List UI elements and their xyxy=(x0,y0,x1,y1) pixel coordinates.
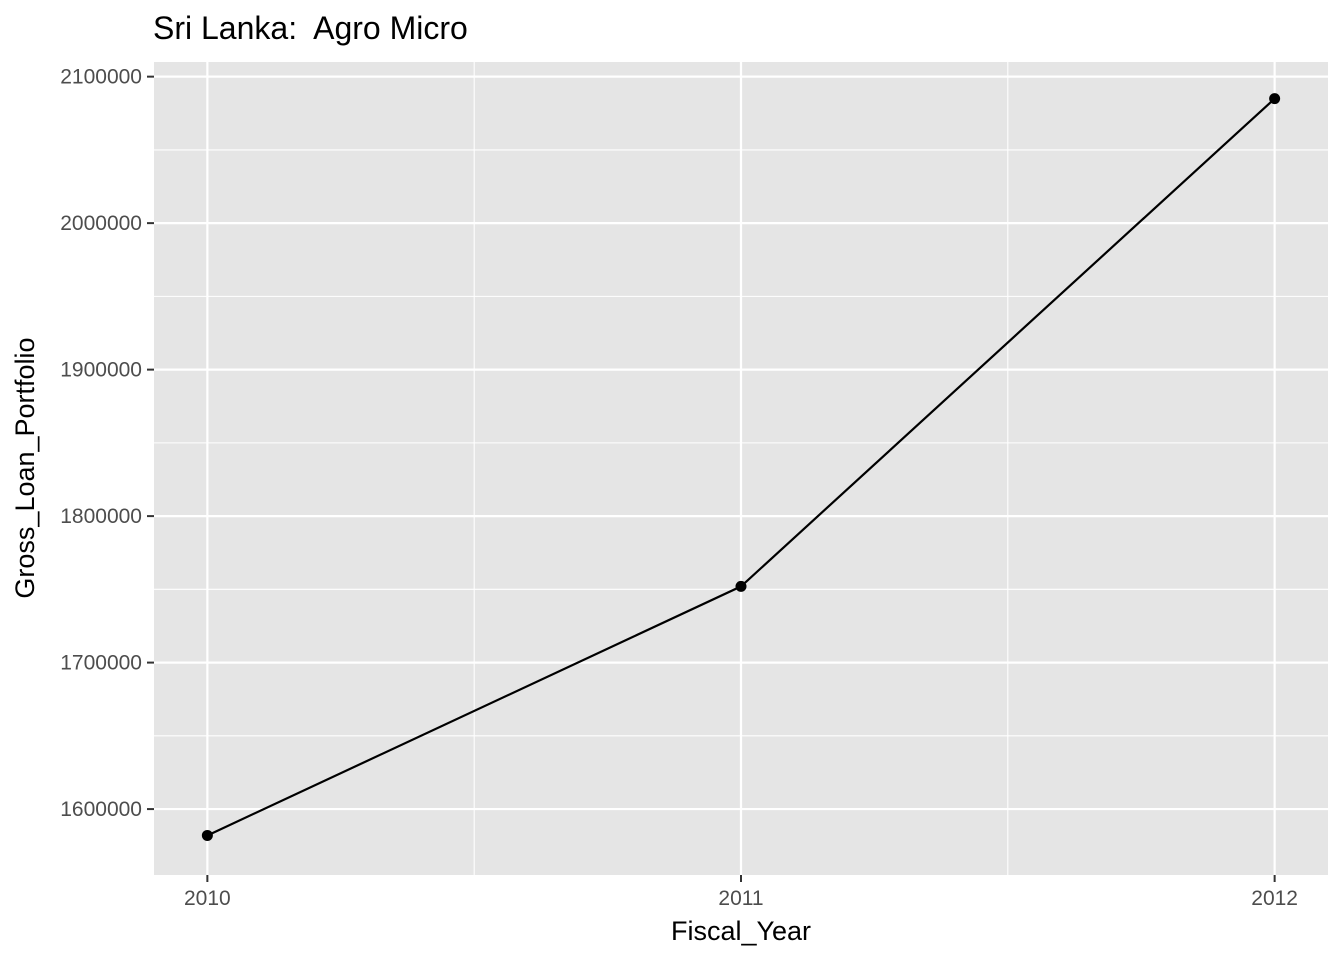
x-axis: 2010 2011 2012 xyxy=(184,875,1298,910)
data-series xyxy=(201,93,1281,841)
y-tick-label: 1700000 xyxy=(60,652,142,675)
y-axis: 1600000 1700000 1800000 1900000 2000000 21000… xyxy=(60,66,154,821)
major-gridlines xyxy=(154,62,1328,875)
x-axis-title: Fiscal_Year xyxy=(671,916,811,946)
data-point xyxy=(735,580,747,592)
y-tick-label: 1600000 xyxy=(60,798,142,821)
data-point xyxy=(1269,93,1281,105)
x-tick-label: 2010 xyxy=(184,887,231,910)
y-tick-label: 1800000 xyxy=(60,505,142,528)
y-tick-label: 1900000 xyxy=(60,359,142,382)
data-point xyxy=(201,829,213,841)
x-tick-label: 2012 xyxy=(1251,887,1298,910)
y-tick-label: 2000000 xyxy=(60,212,142,235)
y-axis-title: Gross_Loan_Portfolio xyxy=(10,337,40,598)
y-tick-label: 2100000 xyxy=(60,66,142,89)
x-tick-label: 2011 xyxy=(718,887,763,910)
chart-title: Sri Lanka: Agro Micro xyxy=(153,10,468,46)
